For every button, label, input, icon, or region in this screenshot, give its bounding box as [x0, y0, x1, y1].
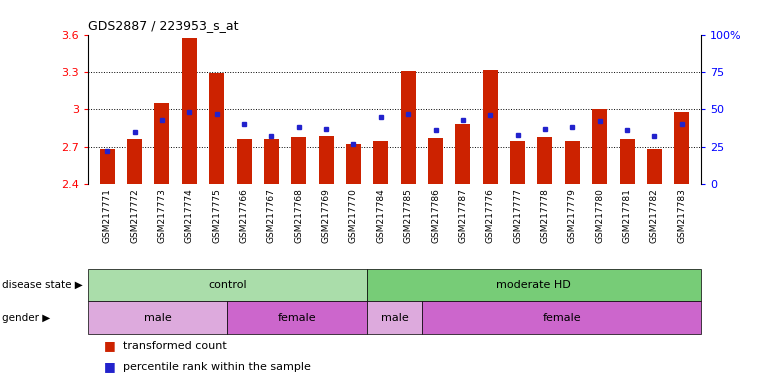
- Bar: [367, 301, 422, 334]
- Bar: [455, 124, 470, 184]
- Bar: [209, 73, 224, 184]
- Text: male: male: [144, 313, 172, 323]
- Bar: [510, 141, 525, 184]
- Text: GSM217766: GSM217766: [240, 189, 248, 243]
- Bar: [620, 139, 634, 184]
- Bar: [182, 38, 197, 184]
- Text: percentile rank within the sample: percentile rank within the sample: [123, 362, 310, 372]
- Text: GSM217772: GSM217772: [130, 189, 139, 243]
- Text: GSM217786: GSM217786: [431, 189, 440, 243]
- Text: gender ▶: gender ▶: [2, 313, 50, 323]
- Text: female: female: [542, 313, 581, 323]
- Text: GSM217777: GSM217777: [513, 189, 522, 243]
- Bar: [373, 141, 388, 184]
- Bar: [100, 149, 115, 184]
- Bar: [422, 301, 701, 334]
- Bar: [228, 301, 367, 334]
- Bar: [401, 71, 416, 184]
- Bar: [155, 103, 169, 184]
- Bar: [428, 138, 443, 184]
- Bar: [291, 137, 306, 184]
- Text: GSM217787: GSM217787: [458, 189, 467, 243]
- Bar: [674, 112, 689, 184]
- Bar: [264, 139, 279, 184]
- Text: GDS2887 / 223953_s_at: GDS2887 / 223953_s_at: [88, 19, 238, 32]
- Bar: [565, 141, 580, 184]
- Text: GSM217782: GSM217782: [650, 189, 659, 243]
- Bar: [346, 144, 361, 184]
- Text: GSM217767: GSM217767: [267, 189, 276, 243]
- Text: GSM217775: GSM217775: [212, 189, 221, 243]
- Bar: [647, 149, 662, 184]
- Text: GSM217783: GSM217783: [677, 189, 686, 243]
- Text: GSM217770: GSM217770: [349, 189, 358, 243]
- Bar: [127, 139, 142, 184]
- Bar: [88, 269, 367, 301]
- Text: transformed count: transformed count: [123, 341, 226, 351]
- Text: GSM217769: GSM217769: [322, 189, 331, 243]
- Text: GSM217779: GSM217779: [568, 189, 577, 243]
- Bar: [237, 139, 251, 184]
- Bar: [592, 109, 607, 184]
- Text: disease state ▶: disease state ▶: [2, 280, 82, 290]
- Text: moderate HD: moderate HD: [496, 280, 571, 290]
- Text: GSM217768: GSM217768: [294, 189, 303, 243]
- Text: control: control: [208, 280, 247, 290]
- Text: GSM217774: GSM217774: [185, 189, 194, 243]
- Text: GSM217780: GSM217780: [595, 189, 604, 243]
- Bar: [483, 70, 498, 184]
- Text: GSM217784: GSM217784: [376, 189, 385, 243]
- Text: GSM217776: GSM217776: [486, 189, 495, 243]
- Bar: [319, 136, 334, 184]
- Text: GSM217778: GSM217778: [541, 189, 549, 243]
- Text: female: female: [278, 313, 316, 323]
- Text: GSM217771: GSM217771: [103, 189, 112, 243]
- Bar: [88, 301, 228, 334]
- Text: GSM217781: GSM217781: [623, 189, 631, 243]
- Text: ■: ■: [103, 360, 115, 373]
- Bar: [538, 137, 552, 184]
- Text: GSM217785: GSM217785: [404, 189, 413, 243]
- Bar: [367, 269, 701, 301]
- Text: GSM217773: GSM217773: [158, 189, 166, 243]
- Text: ■: ■: [103, 339, 115, 352]
- Text: male: male: [381, 313, 408, 323]
